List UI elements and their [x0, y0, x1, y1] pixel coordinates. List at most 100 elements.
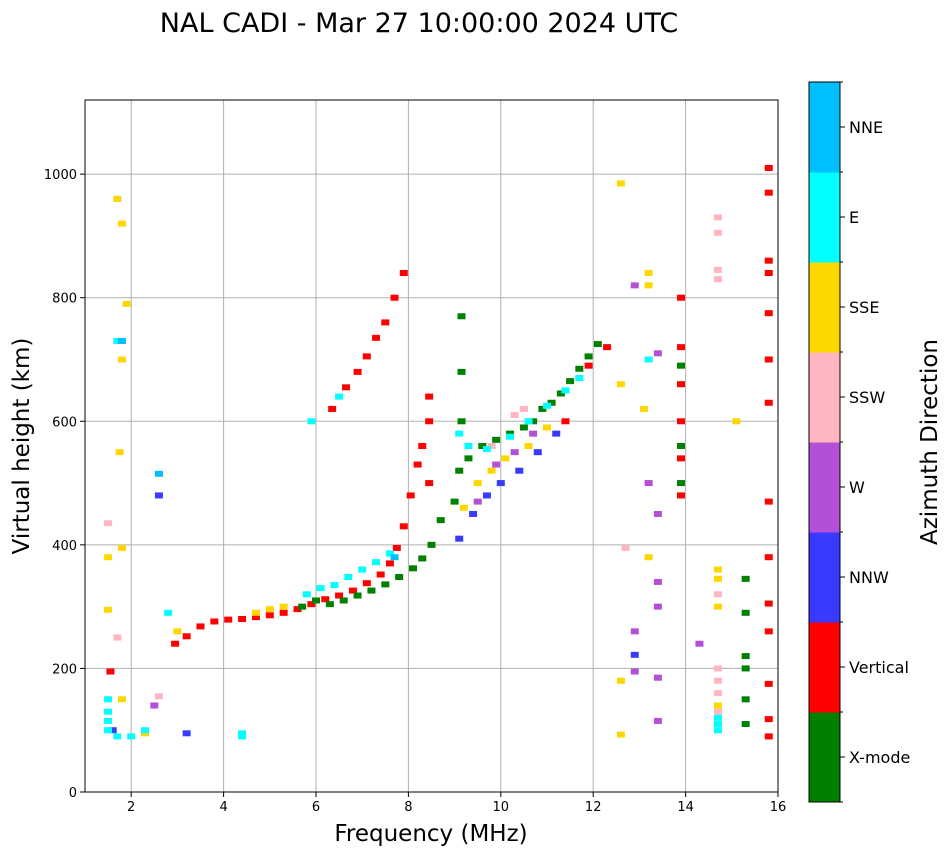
data-point	[621, 544, 630, 551]
data-point	[104, 696, 113, 703]
colorbar-segment	[809, 352, 840, 443]
data-point	[127, 733, 136, 740]
data-point	[455, 535, 464, 542]
data-point	[251, 614, 260, 621]
data-point	[556, 390, 565, 397]
data-point	[644, 554, 653, 561]
data-point	[113, 733, 122, 740]
x-tick-label: 14	[677, 800, 694, 815]
colorbar-tick-label: Vertical	[849, 658, 909, 677]
data-point	[630, 668, 639, 675]
data-point	[713, 714, 722, 721]
data-point	[464, 443, 473, 449]
data-point	[487, 467, 496, 474]
colorbar-segment	[809, 442, 840, 533]
colorbar-tick-label: E	[849, 208, 859, 227]
data-point	[764, 733, 773, 740]
data-point	[106, 668, 115, 675]
data-point	[367, 587, 376, 594]
data-point	[390, 554, 399, 561]
data-point	[117, 356, 126, 363]
data-point	[457, 313, 466, 320]
data-point	[113, 634, 122, 641]
data-point	[764, 399, 773, 406]
data-point	[519, 424, 528, 431]
data-point	[713, 603, 722, 610]
data-point	[182, 633, 191, 640]
data-point	[362, 353, 371, 360]
data-point	[713, 266, 722, 273]
data-point	[482, 446, 491, 453]
y-tick-label: 400	[52, 539, 77, 554]
colorbar-segment	[809, 262, 840, 353]
data-point	[117, 696, 126, 703]
data-point	[676, 418, 685, 425]
data-point	[459, 504, 468, 511]
data-point	[630, 282, 639, 289]
data-point	[113, 337, 122, 344]
data-point	[409, 565, 418, 572]
data-point	[764, 498, 773, 505]
x-axis-label: Frequency (MHz)	[334, 821, 527, 847]
data-point	[358, 566, 367, 573]
data-point	[385, 560, 394, 567]
data-point	[538, 405, 547, 412]
data-point	[251, 609, 260, 616]
data-point	[392, 544, 401, 551]
data-point	[141, 730, 150, 737]
data-point	[741, 721, 750, 728]
data-point	[644, 282, 653, 289]
data-point	[713, 677, 722, 684]
x-tick-label: 16	[770, 800, 787, 815]
data-point	[501, 455, 510, 462]
data-point	[182, 730, 191, 737]
data-point	[741, 575, 750, 582]
data-point	[390, 294, 399, 301]
data-point	[741, 653, 750, 660]
data-point	[552, 430, 561, 437]
x-tick-label: 12	[585, 800, 602, 815]
azimuth-colorbar: X-mode Vertical NNW W SSW SSE E NNE	[809, 81, 910, 803]
data-point	[339, 597, 348, 604]
y-tick-label: 200	[52, 662, 77, 677]
data-point	[741, 696, 750, 703]
data-point	[506, 433, 515, 440]
colorbar-segment	[809, 532, 840, 623]
data-point	[464, 455, 473, 462]
chart-title: NAL CADI - Mar 27 10:00:00 2024 UTC	[160, 8, 678, 39]
data-point	[154, 693, 163, 700]
data-point	[150, 702, 159, 709]
data-point	[265, 612, 274, 619]
data-point	[108, 727, 117, 734]
data-point	[265, 606, 274, 613]
data-point	[104, 520, 113, 527]
data-point	[115, 449, 124, 456]
data-point	[519, 405, 528, 412]
data-point	[302, 591, 311, 598]
data-point	[676, 344, 685, 351]
data-point	[117, 337, 126, 344]
data-point	[713, 721, 722, 728]
data-point	[492, 436, 501, 443]
data-point	[321, 596, 330, 603]
data-point	[224, 616, 233, 623]
data-point	[593, 341, 602, 348]
data-point	[764, 356, 773, 363]
data-point	[732, 418, 741, 425]
data-point	[104, 717, 113, 724]
data-point	[335, 592, 344, 599]
data-point	[764, 554, 773, 561]
y-axis-label: Virtual height (km)	[9, 338, 35, 555]
data-point	[344, 573, 353, 580]
data-point	[764, 257, 773, 264]
y-tick-label: 1000	[44, 168, 77, 183]
data-point	[413, 461, 422, 468]
data-point	[510, 412, 519, 419]
data-point	[561, 387, 570, 394]
data-point	[342, 384, 351, 391]
data-point	[524, 418, 533, 425]
data-point	[566, 378, 575, 385]
colorbar-tick-label: NNE	[849, 118, 883, 137]
data-point	[713, 566, 722, 573]
